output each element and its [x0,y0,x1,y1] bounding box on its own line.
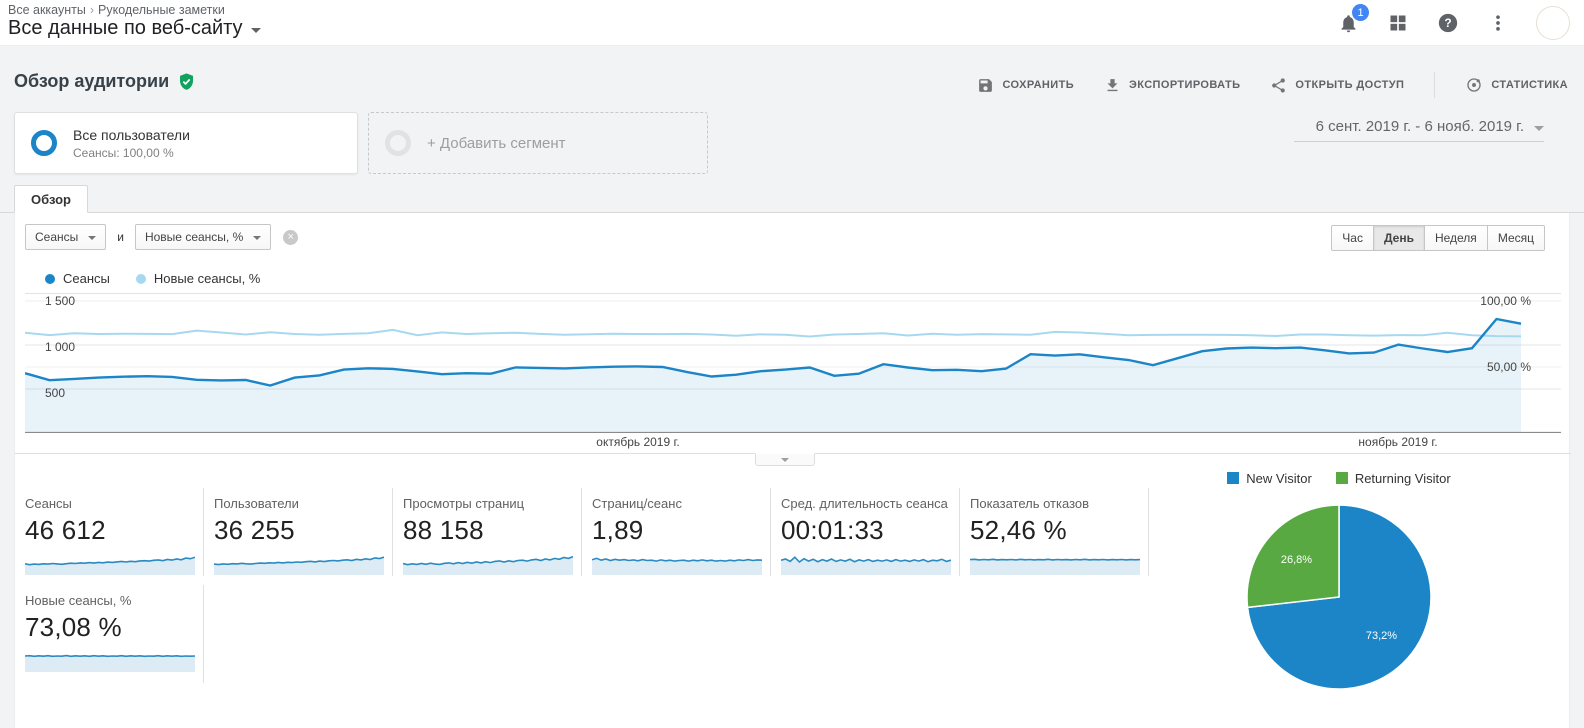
legend-dot-sessions [45,274,55,284]
metric-cards-row-2: Новые сеансы, % 73,08 % [15,585,204,683]
segment-all-users[interactable]: Все пользователи Сеансы: 100,00 % [14,112,358,174]
download-icon [1107,78,1118,91]
breadcrumb-all-accounts[interactable]: Все аккаунты [8,3,86,17]
chart-legend: Сеансы Новые сеансы, % [45,271,260,286]
card-bounce-rate[interactable]: Показатель отказов 52,46 % [960,488,1149,576]
svg-text:?: ? [1444,16,1451,30]
pie-legend: New Visitor Returning Visitor [1149,471,1529,486]
tab-bar: Обзор [0,185,1584,213]
overview-panel: Сеансы и Новые сеансы, % × Час День Неде… [14,213,1571,728]
granularity-month[interactable]: Месяц [1487,225,1545,251]
shield-check-icon [180,73,194,90]
export-button[interactable]: ЭКСПОРТИРОВАТЬ [1104,77,1240,94]
x-axis-labels: октябрь 2019 г. ноябрь 2019 г. [15,435,1551,451]
granularity-day[interactable]: День [1373,225,1425,251]
ytick-100pct: 100,00 % [1480,294,1531,308]
legend-square-returning-visitor [1335,472,1348,484]
add-segment-label: + Добавить сегмент [427,134,566,152]
pie-legend-new-visitor: New Visitor [1227,471,1312,486]
share-icon [1272,77,1286,93]
remove-metric-button[interactable]: × [283,229,299,245]
insights-icon [1467,78,1482,92]
granularity-week[interactable]: Неделя [1424,225,1488,251]
legend-dot-new-sessions [135,274,146,284]
date-range-selector[interactable]: 6 сент. 2019 г. - 6 нояб. 2019 г. [1294,118,1544,142]
pie-chart-svg[interactable]: 73,2% 26,8% [1244,502,1434,692]
breadcrumb-property[interactable]: Рукодельные заметки [98,3,225,17]
kebab-menu-icon [1496,15,1500,31]
date-range-text: 6 сент. 2019 г. - 6 нояб. 2019 г. [1315,118,1524,135]
card-users[interactable]: Пользователи 36 255 [204,488,393,576]
save-button[interactable]: СОХРАНИТЬ [977,77,1074,94]
metric-conjunction: и [117,230,124,244]
ytick-1500: 1 500 [45,294,76,308]
help-button[interactable]: ? [1436,11,1460,35]
app-header: Все аккаунты › Рукодельные заметки Все дан… [0,0,1584,46]
legend-sessions: Сеансы [45,271,110,286]
svg-text:73,2%: 73,2% [1366,630,1397,642]
timeseries-chart[interactable]: 1 500 1 000 500 100,00 % 50,00 % [24,293,1561,434]
breadcrumb-separator: › [89,3,95,17]
chevron-down-icon [250,27,261,33]
card-pages-per-session[interactable]: Страниц/сеанс 1,89 [582,488,771,576]
avatar[interactable] [1536,6,1570,40]
sparkline [25,654,195,672]
chevron-down-icon [1534,126,1544,131]
segment-ring-icon [31,130,57,156]
legend-square-new-visitor [1227,472,1240,484]
help-icon: ? [1438,13,1458,33]
chevron-down-icon [253,236,262,240]
segment-ring-empty-icon [385,130,411,156]
card-avg-session-duration[interactable]: Сред. длительность сеанса 00:01:33 [771,488,960,576]
metric-selector-secondary[interactable]: Новые сеансы, % [134,224,272,250]
report-title: Обзор аудитории [14,71,170,91]
notification-badge: 1 [1352,4,1369,21]
ytick-500: 500 [45,386,66,400]
chevron-down-icon [781,457,789,462]
save-icon [979,78,993,92]
sparkline [214,556,384,575]
bell-icon [1341,14,1355,32]
ytick-1000: 1 000 [45,340,76,354]
card-pageviews[interactable]: Просмотры страниц 88 158 [393,488,582,576]
more-options-button[interactable] [1486,11,1510,35]
sparkline [25,556,195,575]
granularity-hour[interactable]: Час [1331,225,1374,251]
notifications-button[interactable]: 1 [1336,4,1369,35]
sparkline [970,558,1140,575]
granularity-group: Час День Неделя Месяц [1331,225,1545,251]
toolbar-divider [1434,72,1436,98]
apps-grid-icon [1390,15,1406,31]
tab-overview[interactable]: Обзор [14,185,88,213]
metric-selector-primary[interactable]: Сеансы [25,224,107,250]
card-new-sessions-pct[interactable]: Новые сеансы, % 73,08 % [15,585,204,683]
collapse-chart-handle[interactable] [755,453,815,466]
sparkline [592,557,762,575]
share-button[interactable]: ОТКРЫТЬ ДОСТУП [1270,77,1404,94]
xlabel-october: октябрь 2019 г. [596,435,680,449]
insights-button[interactable]: СТАТИСТИКА [1465,76,1568,94]
sparkline [781,556,951,575]
pie-legend-returning-visitor: Returning Visitor [1335,471,1451,486]
metric-cards-row-1: Сеансы 46 612 Пользователи 36 255 Просмо… [15,488,1149,576]
report-toolbar: Обзор аудитории СОХРАНИТЬ ЭКСПОРТИРОВАТЬ… [0,60,1584,104]
svg-text:26,8%: 26,8% [1281,554,1312,566]
add-segment-button[interactable]: + Добавить сегмент [368,112,708,174]
visitor-type-pie: New Visitor Returning Visitor 73,2% 26,8% [1149,471,1529,692]
segment-subtitle: Сеансы: 100,00 % [73,145,174,160]
page-title: Все данные по веб-сайту [8,17,243,39]
view-selector[interactable]: Все данные по веб-сайту [8,17,261,40]
xlabel-november: ноябрь 2019 г. [1358,435,1438,449]
breadcrumb: Все аккаунты › Рукодельные заметки [8,3,225,17]
chevron-down-icon [88,236,97,240]
segment-title: Все пользователи [73,126,190,143]
card-sessions[interactable]: Сеансы 46 612 [15,488,204,576]
apps-button[interactable] [1386,11,1410,35]
sparkline [403,555,573,575]
ytick-50pct: 50,00 % [1486,360,1531,374]
legend-new-sessions: Новые сеансы, % [135,271,260,286]
